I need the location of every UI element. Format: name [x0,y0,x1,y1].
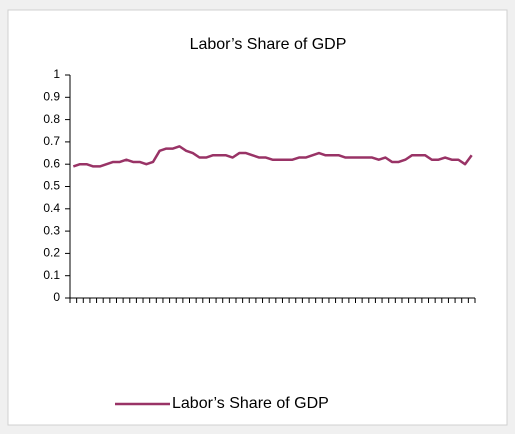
y-tick-label: 0.6 [43,156,60,170]
y-tick-label: 0.1 [43,268,60,282]
chart-area [7,9,508,426]
y-tick-label: 0.9 [43,89,60,103]
y-tick-label: 0.4 [43,201,60,215]
y-tick-label: 0.3 [43,223,60,237]
y-tick-label: 0.7 [43,134,60,148]
y-tick-label: 0.8 [43,112,60,126]
legend-label: Labor’s Share of GDP [172,395,329,412]
line-series [72,145,473,168]
y-tick-label: 0 [53,290,60,304]
chart-title: Labor’s Share of GDP [190,36,347,53]
y-tick-label: 0.2 [43,246,60,260]
y-tick-label: 1 [53,67,60,81]
y-tick-label: 0.5 [43,179,60,193]
